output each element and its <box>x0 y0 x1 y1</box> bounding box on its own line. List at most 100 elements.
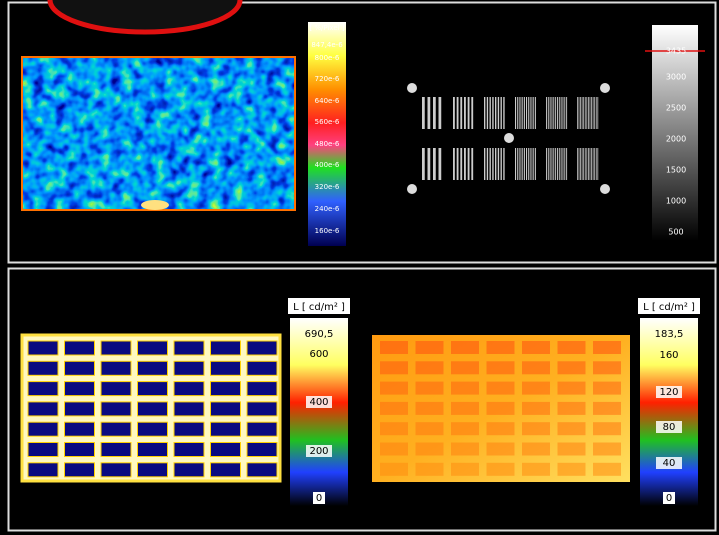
target-dot <box>407 184 417 194</box>
cell <box>100 340 132 356</box>
target-bar <box>557 97 558 129</box>
cell <box>451 341 479 354</box>
target-bar <box>586 148 588 180</box>
cell <box>64 360 95 376</box>
cell <box>415 381 444 395</box>
target-bar <box>589 97 591 129</box>
grid-cells <box>27 340 278 478</box>
cell <box>380 341 408 354</box>
cell <box>173 421 205 437</box>
resolution-target <box>407 83 610 194</box>
cell <box>486 361 515 375</box>
target-bar <box>422 97 425 129</box>
target-bar <box>515 148 517 180</box>
cell <box>246 442 278 457</box>
target-bar <box>580 148 581 180</box>
target-bar <box>526 97 528 129</box>
grid-cells <box>380 341 621 476</box>
cell <box>210 381 241 397</box>
cell <box>486 341 515 354</box>
target-bar <box>597 148 599 180</box>
cell <box>522 462 550 476</box>
target-bar <box>503 148 505 180</box>
target-bar <box>566 148 568 180</box>
target-bar <box>560 97 562 129</box>
cell <box>522 341 550 354</box>
cell <box>137 462 168 478</box>
target-bar <box>456 148 459 180</box>
colorbar <box>640 318 698 506</box>
target-dot <box>504 133 514 143</box>
target-bar <box>546 148 547 180</box>
cell <box>137 340 168 356</box>
target-bar <box>547 148 549 180</box>
target-bar <box>534 148 536 180</box>
target-bar <box>549 97 551 129</box>
scale-label: 200 <box>309 446 328 457</box>
cell <box>246 462 278 478</box>
target-bar <box>555 97 557 129</box>
scale-label: 480e-6 <box>315 140 340 148</box>
label-box <box>656 421 682 433</box>
cell <box>415 341 444 354</box>
cell <box>522 381 550 395</box>
top-panel <box>7 1 717 264</box>
target-bar <box>484 148 486 180</box>
cell <box>486 422 515 436</box>
target-bar <box>581 97 583 129</box>
target-bar <box>453 148 455 180</box>
target-dot <box>600 83 610 93</box>
bottom-panel <box>7 267 717 532</box>
target-bar <box>555 148 557 180</box>
target-bar <box>558 97 560 129</box>
target-bar <box>551 148 553 180</box>
cell <box>27 421 59 437</box>
cell <box>27 360 59 376</box>
cell <box>451 462 479 476</box>
target-bar <box>433 97 436 129</box>
label-box <box>656 457 682 469</box>
cell <box>246 381 278 397</box>
scale-label: 3000 <box>666 73 686 82</box>
scale-label: 800e-6 <box>315 54 340 62</box>
cell <box>27 442 59 457</box>
cell <box>100 360 132 376</box>
cell <box>593 341 621 354</box>
target-bar <box>517 97 519 129</box>
target-bar <box>594 97 596 129</box>
cell <box>100 381 132 397</box>
scale-label: L [ cd/m² ] <box>293 302 345 313</box>
scale-label: 1000 <box>666 197 686 206</box>
target-bar <box>591 97 592 129</box>
target-bar <box>464 148 466 180</box>
cell <box>246 360 278 376</box>
target-bar <box>495 97 497 129</box>
cell <box>451 442 479 456</box>
cell <box>64 442 95 457</box>
target-bar <box>558 148 560 180</box>
cell <box>137 381 168 397</box>
grayscale-bar <box>652 25 698 241</box>
target-bar <box>551 97 553 129</box>
scale-label: 183,5 <box>655 329 684 340</box>
target-bar <box>553 148 555 180</box>
target-bar <box>530 148 532 180</box>
cell <box>380 401 408 415</box>
cell <box>522 422 550 436</box>
cell <box>246 340 278 356</box>
cell <box>451 401 479 415</box>
target-bar <box>484 97 486 129</box>
cell <box>380 422 408 436</box>
target-bar <box>517 148 519 180</box>
lens-circle <box>47 0 243 35</box>
label-box <box>638 298 700 314</box>
cell <box>451 381 479 395</box>
label-box <box>663 492 675 504</box>
cell <box>173 360 205 376</box>
scale-label: 500 <box>668 228 683 237</box>
cell <box>210 401 241 417</box>
target-bar <box>577 97 578 129</box>
contrast-map <box>22 57 295 210</box>
cell <box>210 421 241 437</box>
